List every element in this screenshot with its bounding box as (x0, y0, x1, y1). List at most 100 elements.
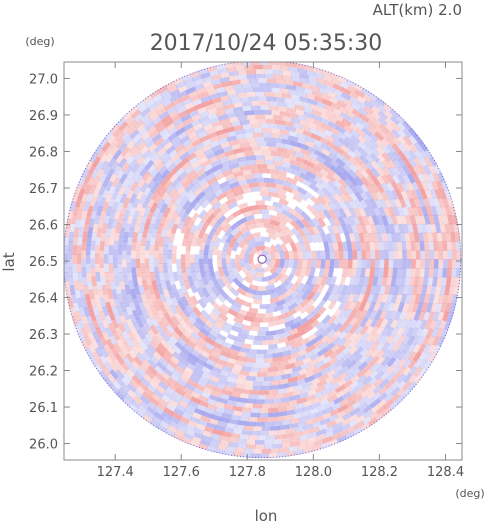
reflectivity-cell (320, 69, 331, 77)
reflectivity-cell (222, 145, 233, 153)
reflectivity-cell (155, 385, 167, 395)
reflectivity-cell (336, 344, 347, 355)
reflectivity-cell (390, 386, 401, 397)
reflectivity-cell (200, 309, 211, 320)
reflectivity-cell (354, 199, 363, 210)
reflectivity-cell (349, 191, 359, 203)
reflectivity-cell (83, 306, 91, 317)
reflectivity-cell (96, 148, 106, 160)
reflectivity-cell (332, 241, 339, 252)
reflectivity-cell (226, 333, 238, 341)
reflectivity-cell (312, 210, 322, 221)
reflectivity-cell (360, 332, 370, 343)
reflectivity-cell (237, 217, 247, 226)
reflectivity-cell (325, 400, 336, 409)
reflectivity-cell (402, 250, 407, 260)
reflectivity-cell (375, 349, 385, 360)
reflectivity-cell (106, 134, 117, 145)
reflectivity-cell (115, 138, 125, 149)
reflectivity-cell (246, 311, 256, 318)
reflectivity-cell (138, 206, 147, 217)
reflectivity-cell (253, 218, 263, 224)
reflectivity-cell (292, 81, 303, 88)
reflectivity-cell (233, 170, 244, 178)
reflectivity-cell (250, 62, 261, 66)
reflectivity-cell (320, 142, 331, 152)
reflectivity-cell (349, 199, 358, 211)
reflectivity-cell (205, 103, 216, 111)
reflectivity-cell (228, 348, 239, 356)
reflectivity-cell (88, 184, 97, 195)
reflectivity-cell (442, 197, 450, 208)
reflectivity-cell (324, 134, 336, 144)
reflectivity-cell (154, 411, 165, 421)
reflectivity-cell (386, 276, 393, 287)
reflectivity-cell (113, 209, 121, 221)
reflectivity-cell (144, 410, 155, 420)
reflectivity-cell (129, 206, 137, 217)
reflectivity-cell (241, 342, 252, 349)
reflectivity-cell (108, 254, 113, 264)
reflectivity-cell (219, 72, 230, 79)
reflectivity-cell (100, 231, 107, 242)
reflectivity-cell (145, 369, 155, 379)
reflectivity-cell (275, 165, 286, 172)
reflectivity-cell (71, 214, 78, 225)
reflectivity-cell (194, 78, 205, 87)
reflectivity-cell (281, 373, 292, 380)
reflectivity-cell (205, 358, 216, 367)
reflectivity-cell (95, 236, 101, 247)
reflectivity-cell (272, 398, 283, 404)
reflectivity-cell (264, 69, 274, 75)
reflectivity-cell (329, 408, 341, 417)
reflectivity-cell (160, 137, 171, 147)
reflectivity-cell (175, 403, 187, 413)
reflectivity-cell (369, 309, 378, 321)
reflectivity-cell (108, 297, 116, 308)
reflectivity-cell (416, 327, 425, 338)
reflectivity-cell (165, 211, 174, 222)
reflectivity-cell (78, 306, 86, 317)
reflectivity-cell (330, 376, 341, 386)
reflectivity-cell (381, 293, 389, 304)
reflectivity-cell (195, 168, 206, 178)
reflectivity-cell (228, 270, 237, 281)
reflectivity-cell (270, 151, 281, 157)
reflectivity-cell (381, 166, 391, 177)
reflectivity-cell (67, 267, 74, 278)
reflectivity-cell (324, 375, 335, 384)
reflectivity-cell (117, 142, 128, 153)
reflectivity-cell (375, 355, 386, 366)
reflectivity-cell (415, 189, 423, 200)
reflectivity-cell (386, 364, 396, 375)
reflectivity-cell (182, 329, 192, 340)
reflectivity-cell (149, 129, 160, 139)
reflectivity-cell (199, 439, 211, 447)
reflectivity-cell (389, 393, 400, 404)
reflectivity-cell (209, 180, 220, 190)
reflectivity-cell (181, 271, 189, 282)
reflectivity-cell (263, 353, 274, 359)
reflectivity-cell (239, 119, 250, 126)
reflectivity-cell (279, 266, 288, 277)
reflectivity-cell (233, 321, 244, 329)
reflectivity-cell (155, 176, 165, 187)
reflectivity-cell (376, 293, 384, 304)
reflectivity-cell (364, 317, 374, 329)
reflectivity-cell (198, 67, 209, 76)
reflectivity-cell (361, 250, 367, 260)
reflectivity-cell (266, 371, 276, 377)
reflectivity-cell (279, 401, 290, 408)
reflectivity-cell (96, 339, 105, 350)
reflectivity-cell (316, 155, 327, 165)
reflectivity-cell (391, 181, 400, 192)
reflectivity-cell (364, 190, 374, 202)
reflectivity-cell (168, 275, 176, 286)
reflectivity-cell (332, 315, 343, 326)
reflectivity-cell (120, 289, 128, 300)
reflectivity-cell (246, 69, 257, 75)
reflectivity-cell (330, 102, 341, 111)
reflectivity-cell (128, 158, 138, 169)
reflectivity-cell (306, 364, 317, 373)
reflectivity-cell (208, 155, 219, 164)
